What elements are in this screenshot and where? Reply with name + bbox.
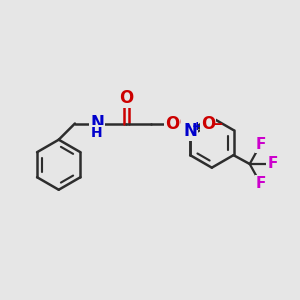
Text: +: + (191, 120, 202, 133)
Text: O: O (167, 115, 181, 133)
Text: N: N (183, 122, 197, 140)
Text: O: O (165, 115, 179, 133)
Text: F: F (256, 176, 266, 190)
Text: F: F (256, 137, 266, 152)
Text: −: − (210, 117, 223, 132)
Text: N: N (90, 115, 104, 133)
Text: H: H (91, 126, 103, 140)
Text: F: F (267, 157, 278, 172)
Text: O: O (201, 115, 215, 133)
Text: O: O (119, 89, 134, 107)
